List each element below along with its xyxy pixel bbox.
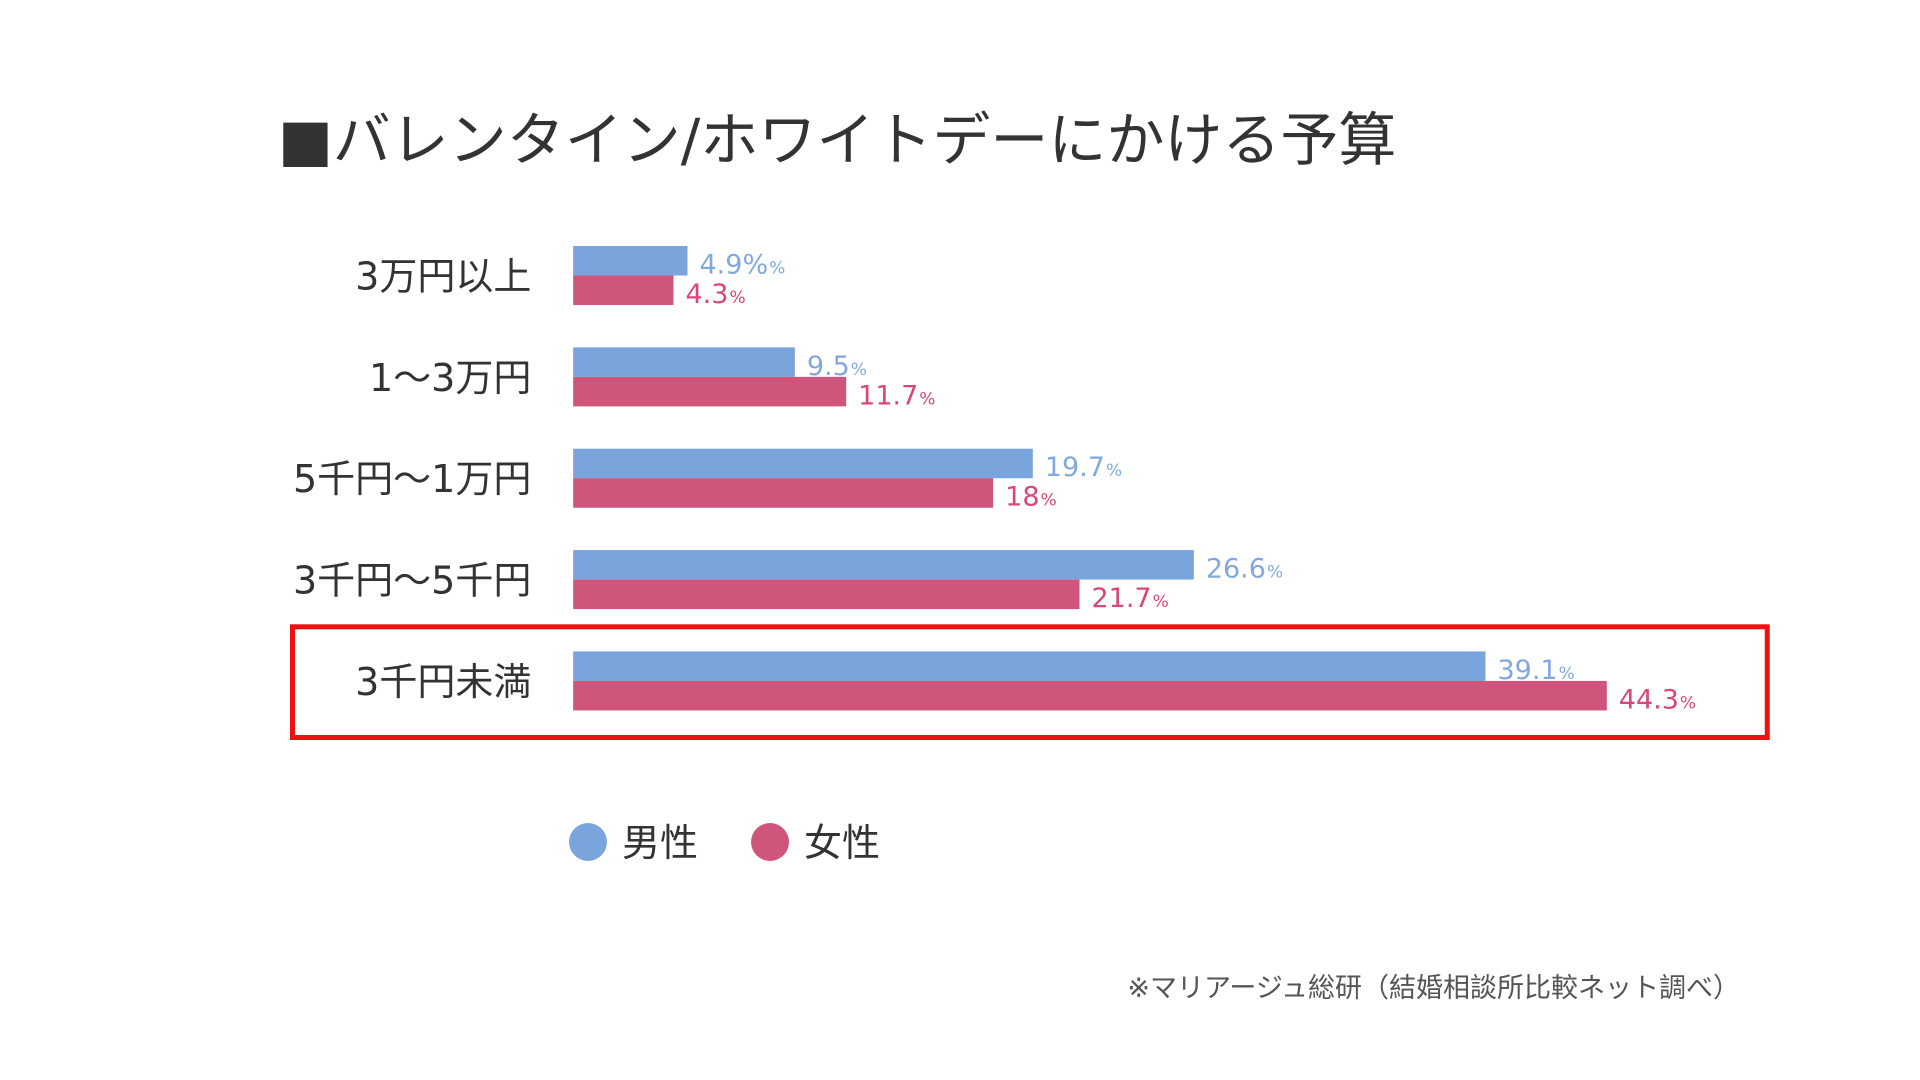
female-value-label: 21.7 xyxy=(1091,583,1151,614)
category-label: 3千円〜5千円 xyxy=(293,559,531,603)
male-bar xyxy=(573,245,688,276)
category-label: 3千円未満 xyxy=(355,660,531,704)
unit-label: % xyxy=(769,259,785,279)
unit-label: % xyxy=(729,288,745,308)
female-value-label: 44.3 xyxy=(1619,684,1679,715)
female-bar xyxy=(573,579,1080,610)
unit-label: % xyxy=(851,360,867,380)
source-note: ※マリアージュ総研（結婚相談所比較ネット調べ） xyxy=(1127,973,1740,1004)
male-value-label: 4.9% xyxy=(700,250,769,281)
female-bar xyxy=(573,275,674,306)
male-value-label: 26.6 xyxy=(1206,554,1266,585)
female-bar xyxy=(573,680,1607,711)
unit-label: % xyxy=(1559,664,1575,684)
unit-label: % xyxy=(919,389,935,409)
male-value-label: 39.1 xyxy=(1497,655,1557,686)
category-label: 1〜3万円 xyxy=(369,356,531,400)
female-value-label: 4.3 xyxy=(686,279,729,310)
chart-title: ■バレンタイン/ホワイトデーにかける予算 xyxy=(278,106,1396,174)
male-bar xyxy=(573,448,1033,479)
male-bar xyxy=(573,347,795,377)
female-value-label: 18 xyxy=(1005,482,1039,513)
female-value-label: 11.7 xyxy=(858,380,918,411)
unit-label: % xyxy=(1267,563,1283,583)
female-bar xyxy=(573,376,847,407)
female-legend-label: 女性 xyxy=(804,821,880,865)
female-legend-marker xyxy=(751,823,789,861)
category-label: 3万円以上 xyxy=(355,255,531,299)
unit-label: % xyxy=(1153,592,1169,612)
highlight-box xyxy=(290,624,1770,740)
male-value-label: 9.5 xyxy=(807,351,850,382)
male-bar xyxy=(573,651,1486,681)
unit-label: % xyxy=(1106,461,1122,481)
male-bar xyxy=(573,550,1194,580)
unit-label: % xyxy=(1041,491,1057,511)
female-bar xyxy=(573,478,994,508)
male-value-label: 19.7 xyxy=(1045,452,1105,483)
male-legend-marker xyxy=(569,823,607,861)
category-label: 5千円〜1万円 xyxy=(293,457,531,501)
unit-label: % xyxy=(1680,693,1696,713)
male-legend-label: 男性 xyxy=(622,821,698,865)
